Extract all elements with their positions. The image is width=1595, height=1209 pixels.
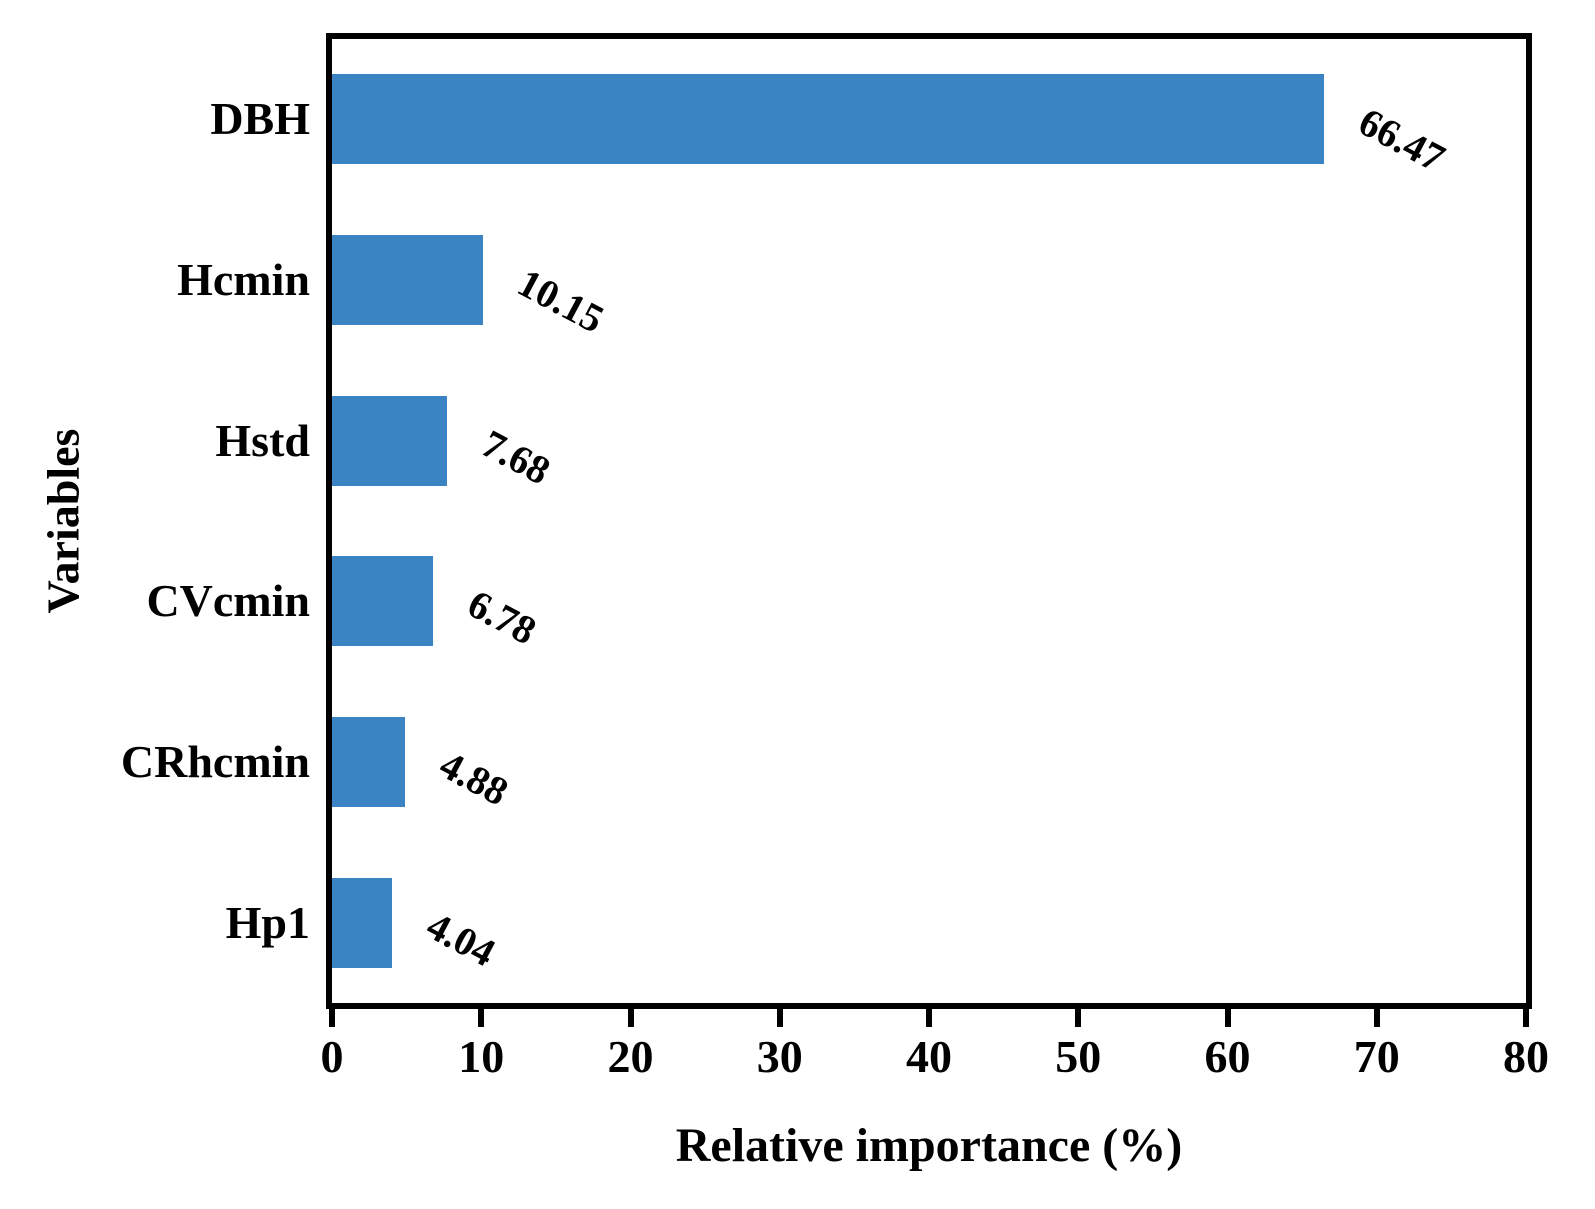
x-tick-mark-60	[1224, 1009, 1231, 1027]
x-tick-label-10: 10	[458, 1031, 505, 1082]
x-tick-mark-20	[627, 1009, 634, 1027]
bar-hcmin	[332, 235, 484, 325]
x-tick-mark-40	[926, 1009, 932, 1027]
category-label-crhcmin: CRhcmin	[120, 736, 310, 787]
value-label-cvcmin: 6.78	[460, 581, 544, 654]
x-tick-label-80: 80	[1503, 1031, 1549, 1082]
x-tick-mark-50	[1075, 1009, 1082, 1027]
category-label-cvcmin: CVcmin	[146, 575, 310, 627]
category-label-dbh: DBH	[210, 93, 310, 145]
bar-crhcmin	[332, 717, 405, 807]
x-tick-label-40: 40	[906, 1031, 952, 1082]
x-tick-mark-0	[329, 1009, 335, 1027]
value-label-hcmin: 10.15	[511, 259, 612, 342]
category-label-hp1: Hp1	[225, 896, 310, 948]
x-tick-label-70: 70	[1353, 1031, 1400, 1082]
category-label-hstd: Hstd	[215, 414, 310, 466]
category-label-hcmin: Hcmin	[177, 254, 310, 305]
x-tick-label-20: 20	[607, 1031, 654, 1082]
x-tick-mark-30	[776, 1009, 783, 1027]
plot-area: 66.47 10.15 7.68 6.78 4.88 4.04	[326, 33, 1532, 1009]
value-label-hstd: 7.68	[474, 420, 558, 493]
value-label-hp1: 4.04	[419, 902, 503, 975]
x-tick-label-60: 60	[1204, 1031, 1251, 1082]
x-tick-label-50: 50	[1055, 1031, 1102, 1082]
x-tick-mark-10	[478, 1009, 485, 1027]
bar-hp1	[332, 877, 393, 968]
x-axis-title: Relative importance (%)	[675, 1119, 1183, 1172]
value-label-dbh: 66.47	[1351, 99, 1453, 182]
x-tick-label-0: 0	[320, 1031, 344, 1082]
bar-dbh	[332, 74, 1325, 165]
bar-cvcmin	[332, 556, 434, 647]
value-label-crhcmin: 4.88	[432, 741, 516, 815]
x-tick-mark-80	[1523, 1009, 1529, 1027]
x-tick-label-30: 30	[756, 1031, 803, 1082]
bar-hstd	[332, 395, 447, 486]
x-tick-mark-70	[1373, 1009, 1380, 1027]
